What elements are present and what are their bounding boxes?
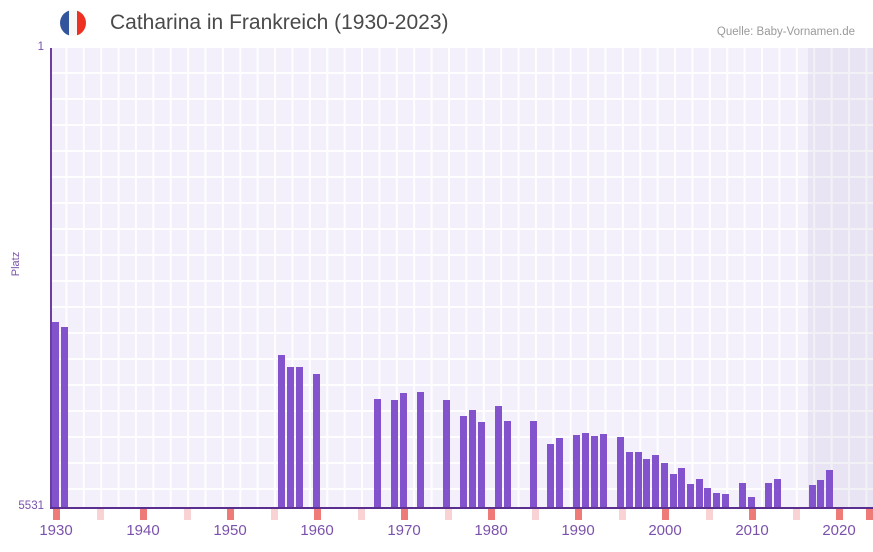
x-tick-label-1970: 1970	[387, 522, 421, 539]
bar-2006[interactable]	[696, 479, 703, 508]
bar-1983[interactable]	[495, 406, 502, 508]
bar-2019[interactable]	[809, 485, 816, 508]
bar-1993[interactable]	[582, 433, 589, 508]
bar-1956[interactable]	[278, 355, 285, 508]
bar-1969[interactable]	[374, 399, 381, 508]
x-tick-label-1930: 1930	[39, 522, 73, 539]
tick-minor-1955	[270, 509, 278, 520]
tick-major-edge	[866, 509, 873, 520]
bar-1957[interactable]	[287, 367, 294, 508]
bar-1960[interactable]	[313, 374, 320, 508]
tick-minor-1985	[531, 509, 539, 520]
x-tick-label-1940: 1940	[126, 522, 160, 539]
tick-minor-2015	[792, 509, 800, 520]
x-axis-tick-marks	[50, 509, 873, 520]
x-tick-label-2010: 2010	[735, 522, 769, 539]
tick-major-2010	[749, 509, 756, 520]
bar-2003[interactable]	[670, 474, 677, 508]
tick-major-2000	[662, 509, 669, 520]
page-title: Catharina in Frankreich (1930-2023)	[110, 11, 449, 34]
bar-1974[interactable]	[417, 392, 424, 508]
bar-1995[interactable]	[600, 434, 607, 508]
y-axis-title: Platz	[10, 251, 22, 277]
bar-1931[interactable]	[61, 327, 68, 508]
tick-minor-1965	[357, 509, 365, 520]
bar-2004[interactable]	[678, 468, 685, 508]
bar-1971[interactable]	[391, 400, 398, 508]
source-credit: Quelle: Baby-Vornamen.de	[716, 26, 855, 38]
bar-2005[interactable]	[687, 484, 694, 508]
y-axis-line	[50, 48, 52, 508]
x-tick-label-2020: 2020	[822, 522, 856, 539]
bar-1972[interactable]	[400, 393, 407, 508]
bar-1977[interactable]	[443, 400, 450, 508]
bar-2001[interactable]	[652, 455, 659, 508]
bar-2014[interactable]	[765, 483, 772, 508]
bar-1958[interactable]	[296, 367, 303, 508]
x-tick-label-1980: 1980	[474, 522, 508, 539]
bar-1997[interactable]	[617, 437, 624, 508]
bar-2021[interactable]	[826, 470, 833, 508]
france-flag-icon	[60, 10, 86, 36]
x-axis-line	[50, 507, 873, 509]
bar-1981[interactable]	[478, 422, 485, 508]
plot-area	[50, 48, 873, 508]
x-tick-label-1960: 1960	[300, 522, 334, 539]
tick-major-2020	[836, 509, 843, 520]
tick-minor-1995	[618, 509, 626, 520]
bar-1994[interactable]	[591, 436, 598, 508]
x-tick-label-2000: 2000	[648, 522, 682, 539]
bar-1989[interactable]	[547, 444, 554, 508]
tick-minor-1935	[96, 509, 104, 520]
bar-2008[interactable]	[713, 493, 720, 508]
x-tick-label-1950: 1950	[213, 522, 247, 539]
tick-major-1940	[140, 509, 147, 520]
tick-minor-2005	[705, 509, 713, 520]
bar-1980[interactable]	[469, 410, 476, 508]
tick-major-1950	[227, 509, 234, 520]
bar-1998[interactable]	[626, 452, 633, 508]
bar-1979[interactable]	[460, 416, 467, 508]
bar-2012[interactable]	[748, 497, 755, 508]
y-axis-top-label: 1	[37, 41, 44, 53]
tick-major-1990	[575, 509, 582, 520]
tick-minor-1975	[444, 509, 452, 520]
bar-2000[interactable]	[643, 459, 650, 508]
bar-2020[interactable]	[817, 480, 824, 508]
x-tick-label-1990: 1990	[561, 522, 595, 539]
forecast-shaded-band	[808, 48, 873, 508]
tick-major-1930	[53, 509, 60, 520]
tick-major-1980	[488, 509, 495, 520]
bar-2007[interactable]	[704, 488, 711, 508]
bar-1930[interactable]	[52, 322, 59, 508]
bar-1999[interactable]	[635, 452, 642, 508]
bar-1992[interactable]	[573, 435, 580, 508]
bar-2009[interactable]	[722, 494, 729, 508]
y-axis-bottom-label: 5531	[18, 500, 44, 512]
bar-2002[interactable]	[661, 463, 668, 508]
bar-2011[interactable]	[739, 483, 746, 508]
bar-2015[interactable]	[774, 479, 781, 508]
bar-1984[interactable]	[504, 421, 511, 508]
tick-major-1970	[401, 509, 408, 520]
chart-header: Catharina in Frankreich (1930-2023) Quel…	[0, 0, 873, 46]
bar-1987[interactable]	[530, 421, 537, 508]
bar-series	[50, 48, 873, 508]
bar-1990[interactable]	[556, 438, 563, 508]
tick-minor-1945	[183, 509, 191, 520]
tick-major-1960	[314, 509, 321, 520]
